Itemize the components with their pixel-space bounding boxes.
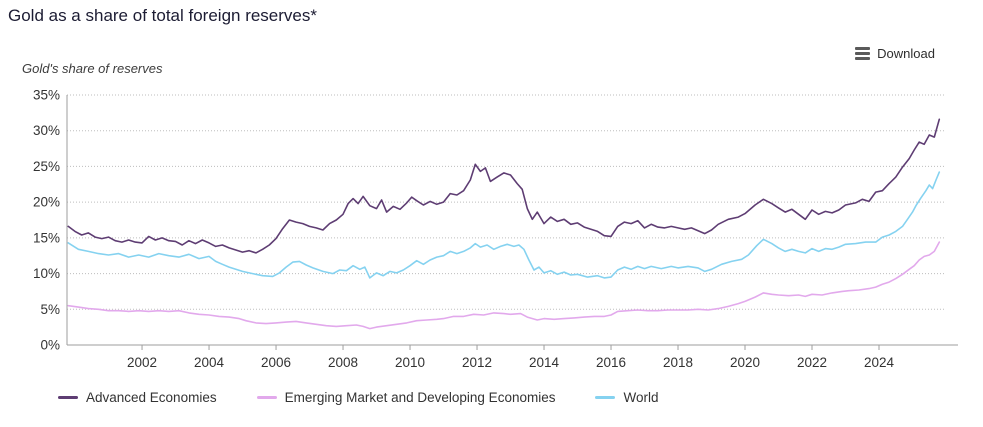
legend-swatch (256, 396, 277, 399)
x-axis-tick-label: 2022 (797, 355, 827, 370)
x-axis-tick-label: 2006 (261, 355, 291, 370)
x-axis-tick-label: 2014 (529, 355, 560, 370)
x-axis-tick-label: 2004 (194, 355, 225, 370)
chart-title: Gold as a share of total foreign reserve… (8, 6, 317, 25)
download-label: Download (877, 46, 935, 61)
chart-plot-area[interactable]: 0% 5% 10% 15% 20% 25% 30% 35% 2002 2004 2006 2008 20… (0, 85, 983, 385)
legend-item-emerging-market-and-developing-economies[interactable]: Emerging Market and Developing Economies (256, 390, 556, 405)
series-line-world[interactable] (67, 171, 941, 279)
x-axis-tick-label: 2010 (395, 355, 425, 370)
x-axis-tick-label: 2024 (864, 355, 895, 370)
y-axis-tick-label: 20% (33, 195, 60, 210)
series-line-emerging-market-and-developing-economies[interactable] (67, 241, 941, 330)
download-button[interactable]: Download (855, 46, 935, 61)
y-axis-tick-label: 25% (33, 159, 60, 174)
x-axis-tick-label: 2020 (730, 355, 760, 370)
y-axis-tick-label: 5% (40, 302, 60, 317)
x-axis-tick-label: 2018 (663, 355, 693, 370)
y-axis-tick-label: 10% (33, 266, 60, 281)
series-line-advanced-economies[interactable] (67, 118, 941, 254)
y-axis-tick-label: 30% (33, 123, 60, 138)
hamburger-menu-icon (855, 47, 871, 60)
y-axis-tick-label: 15% (33, 230, 60, 245)
legend-swatch (58, 396, 78, 399)
legend-label: Emerging Market and Developing Economies (284, 390, 556, 405)
legend-swatch (595, 396, 616, 399)
x-axis-tick-label: 2008 (328, 355, 358, 370)
legend-item-world[interactable]: World (595, 390, 658, 405)
x-axis-tick-label: 2016 (596, 355, 626, 370)
y-axis-tick-label: 0% (40, 338, 60, 353)
y-axis-tick-label: 35% (33, 88, 60, 103)
legend-label: World (623, 390, 659, 405)
x-axis-tick-label: 2002 (127, 355, 157, 370)
legend-label: Advanced Economies (86, 390, 217, 405)
chart-legend: Advanced Economies Emerging Market and De… (58, 390, 658, 405)
x-axis-tick-label: 2012 (462, 355, 492, 370)
legend-item-advanced-economies[interactable]: Advanced Economies (58, 390, 217, 405)
y-axis-title: Gold's share of reserves (22, 61, 163, 76)
